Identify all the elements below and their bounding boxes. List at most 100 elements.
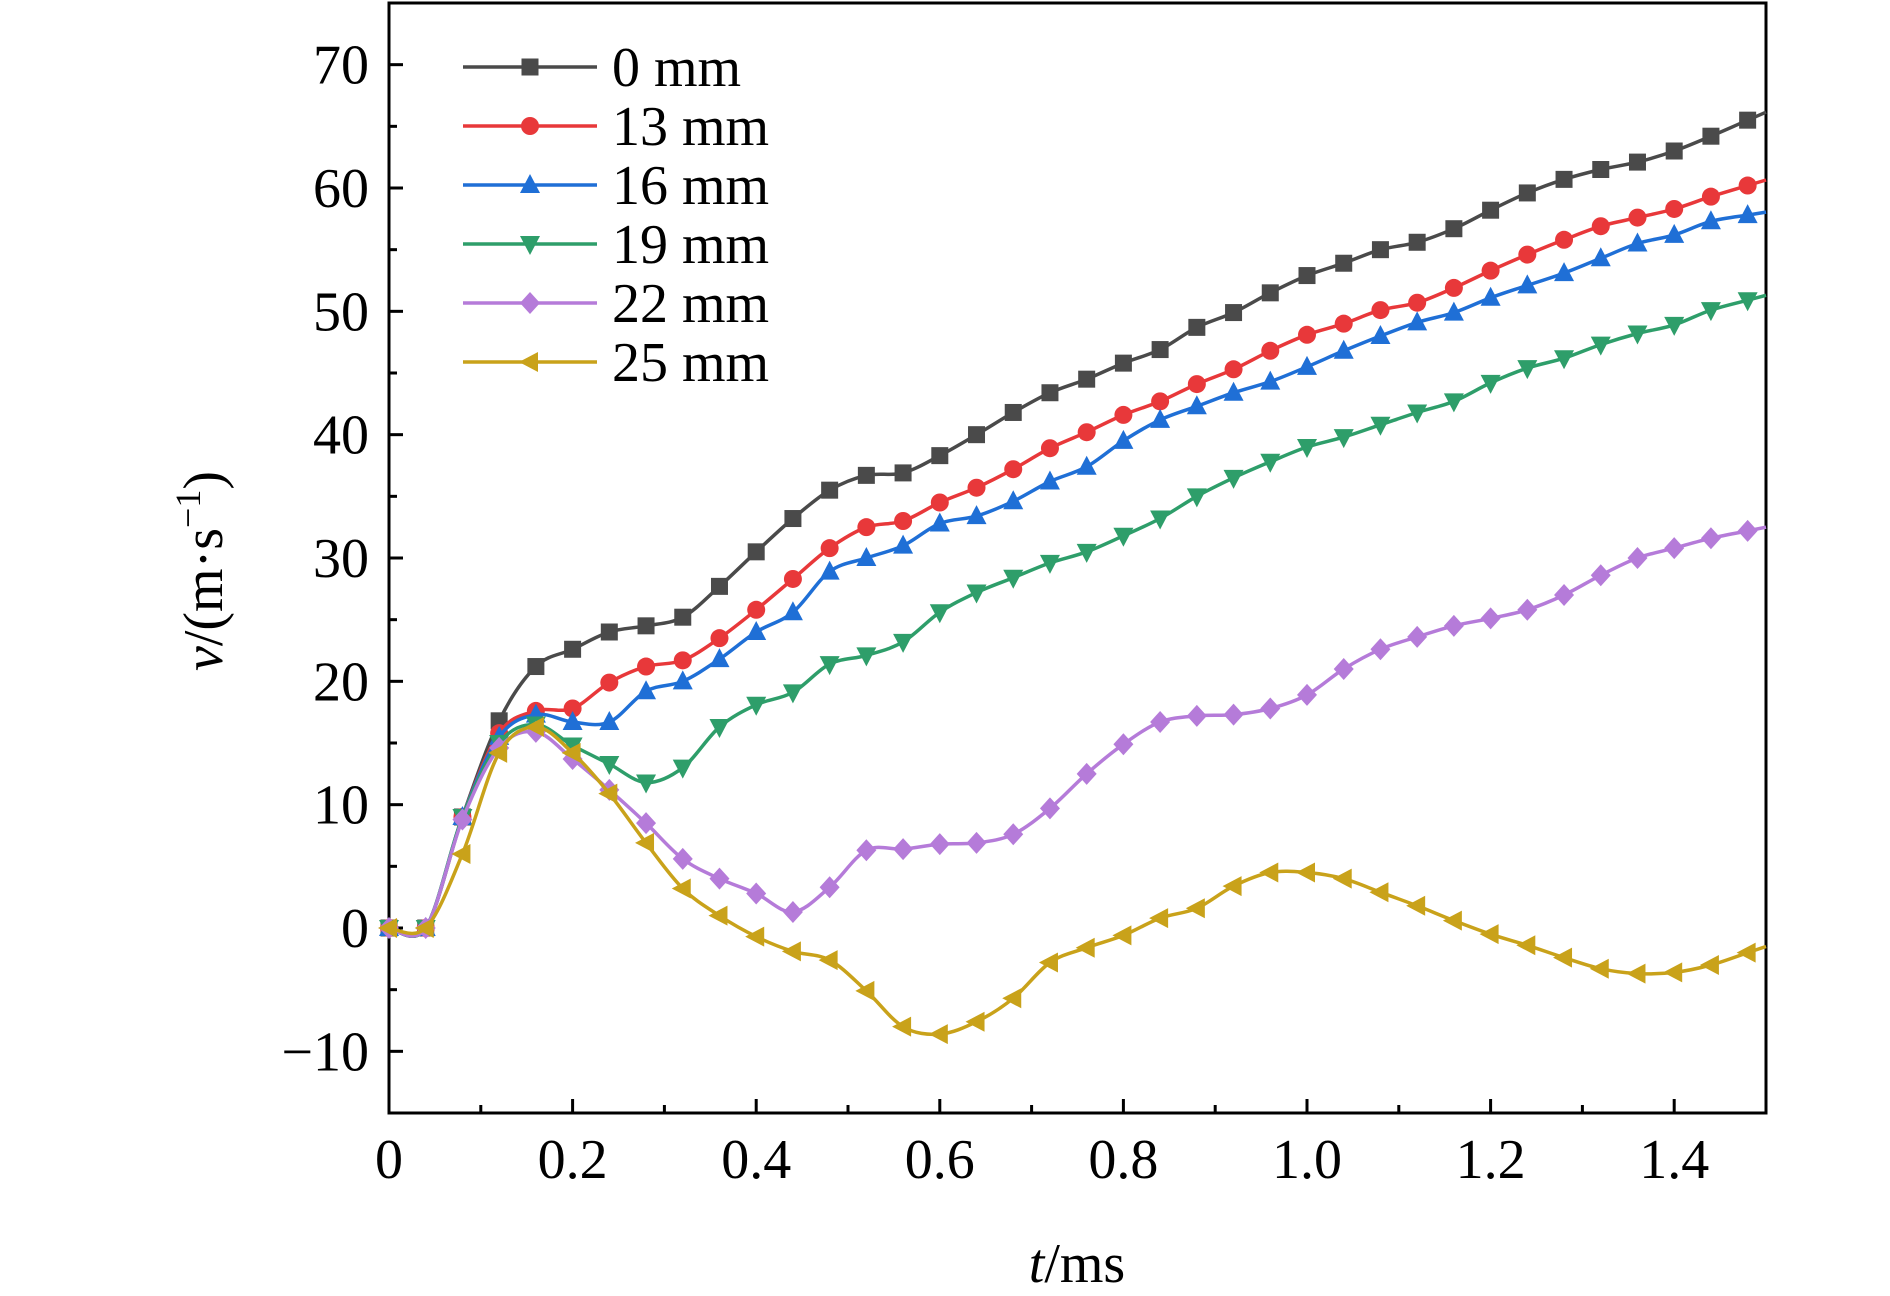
data-point	[1555, 170, 1573, 188]
legend-marker	[520, 174, 540, 193]
data-point	[893, 838, 914, 861]
series-2	[379, 204, 1767, 938]
legend-item: 19 mm	[463, 214, 769, 276]
x-tick-label: 0.6	[905, 1129, 975, 1191]
data-point	[1554, 584, 1575, 606]
data-point	[1370, 638, 1391, 661]
data-point	[893, 633, 914, 653]
data-point	[1516, 935, 1536, 956]
data-point	[1004, 460, 1023, 479]
data-point	[746, 882, 767, 905]
data-point	[1076, 455, 1097, 475]
legend-marker	[521, 117, 539, 135]
data-point	[1149, 908, 1169, 929]
data-point	[600, 623, 618, 641]
data-point	[1369, 882, 1389, 903]
data-point	[1443, 393, 1464, 413]
data-point	[1554, 262, 1575, 282]
data-point	[856, 647, 877, 667]
x-tick-label: 0.2	[538, 1129, 608, 1191]
data-point	[1591, 217, 1610, 236]
data-point	[1737, 204, 1758, 224]
data-point	[1298, 325, 1316, 344]
data-point	[1113, 527, 1134, 547]
data-point	[819, 876, 840, 899]
y-tick-label: 60	[313, 158, 369, 220]
data-point	[857, 518, 876, 537]
data-point	[1151, 392, 1170, 411]
data-point	[672, 847, 693, 870]
data-point	[564, 640, 582, 658]
data-point	[1590, 336, 1611, 356]
data-point	[1113, 429, 1134, 449]
legend-item: 16 mm	[463, 155, 769, 217]
data-point	[674, 608, 692, 626]
data-point	[1482, 201, 1500, 219]
data-point	[1736, 942, 1756, 963]
legend-label: 16 mm	[612, 155, 769, 217]
data-point	[378, 918, 397, 938]
data-point	[967, 478, 986, 497]
data-point	[1590, 564, 1611, 587]
data-point	[524, 716, 544, 737]
data-point	[894, 464, 912, 482]
data-point	[636, 680, 657, 700]
x-axis-ticks: 0 0.2 0.4 0.6 0.8 1.0 1.2 1.4	[375, 1099, 1768, 1191]
data-point	[1188, 318, 1206, 336]
data-point	[1481, 261, 1500, 280]
data-point	[1260, 453, 1281, 473]
data-point	[1664, 537, 1685, 560]
y-tick-label: 70	[313, 35, 369, 97]
data-point	[1041, 384, 1059, 402]
data-point	[709, 867, 730, 890]
data-point	[562, 737, 583, 757]
data-point	[563, 699, 582, 718]
series-line	[388, 210, 1767, 938]
data-point	[892, 1016, 912, 1037]
data-point	[1003, 823, 1024, 846]
data-point	[1296, 862, 1315, 883]
data-point	[1261, 341, 1280, 360]
data-point	[1259, 862, 1279, 883]
series-4	[379, 519, 1767, 939]
data-point	[1408, 233, 1426, 251]
data-point	[1737, 519, 1758, 542]
data-point	[672, 670, 693, 690]
x-tick-label: 1.4	[1639, 1129, 1709, 1191]
data-point	[671, 878, 691, 899]
data-point	[1665, 142, 1683, 160]
data-point	[931, 447, 949, 465]
data-point	[1406, 895, 1426, 916]
data-point	[1186, 488, 1207, 508]
data-point	[599, 755, 620, 775]
data-point	[599, 711, 620, 731]
data-point	[1076, 762, 1097, 785]
x-axis-label: t/ms	[1029, 1233, 1125, 1295]
data-point	[1077, 423, 1096, 442]
data-point	[1443, 301, 1464, 321]
data-point	[966, 584, 987, 604]
data-point	[1518, 184, 1536, 202]
x-tick-label: 0.4	[721, 1129, 791, 1191]
series-line	[388, 293, 1767, 938]
data-point	[708, 905, 728, 926]
data-point	[1370, 416, 1391, 436]
data-point	[1222, 876, 1242, 897]
legend-item: 13 mm	[463, 96, 769, 158]
data-point	[1039, 470, 1060, 490]
data-point	[1739, 111, 1757, 129]
data-point	[1408, 293, 1427, 312]
data-point	[1480, 374, 1501, 394]
data-point	[1004, 403, 1022, 421]
data-point	[929, 604, 950, 624]
legend-label: 13 mm	[612, 96, 769, 158]
data-point	[1112, 925, 1132, 946]
y-tick-label: 50	[313, 281, 369, 343]
data-point	[1223, 703, 1244, 726]
data-point	[1627, 232, 1648, 252]
data-point	[1335, 254, 1353, 272]
data-point	[929, 833, 950, 856]
data-point	[1442, 910, 1462, 931]
data-point	[894, 512, 913, 530]
